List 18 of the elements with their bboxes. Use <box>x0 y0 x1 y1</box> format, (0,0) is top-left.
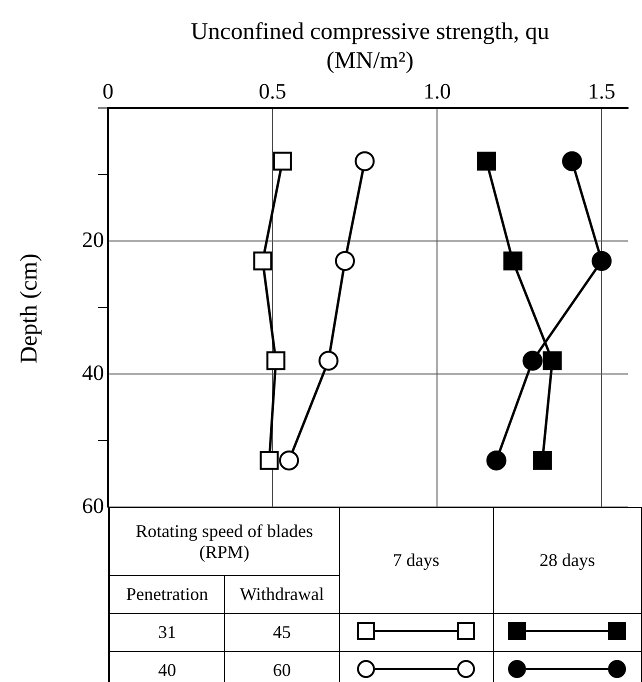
x-tick-label: 1.0 <box>423 78 451 104</box>
y-tick-label: 60 <box>82 492 104 518</box>
x-tick-label: 0.5 <box>258 78 286 104</box>
text: Withdrawal <box>224 576 340 614</box>
text: 45 <box>224 614 340 652</box>
text: Penetration <box>109 576 225 614</box>
y-axis-title: Depth (cm) <box>16 252 44 366</box>
text: 7 days <box>339 508 494 614</box>
text: 31 <box>109 614 225 652</box>
x-tick-label: 1.5 <box>588 78 616 104</box>
text: 40 <box>109 652 225 682</box>
text: 60 <box>224 652 340 682</box>
x-tick-label: 0 <box>102 78 114 104</box>
text: Rotating speed of blades (RPM) <box>109 508 340 576</box>
text: 28 days <box>493 508 642 614</box>
y-tick-label: 40 <box>82 360 104 385</box>
y-tick-label: 20 <box>82 226 104 252</box>
x-axis-title: Unconfined compressive strength, qu (MN/m²) <box>190 18 550 76</box>
